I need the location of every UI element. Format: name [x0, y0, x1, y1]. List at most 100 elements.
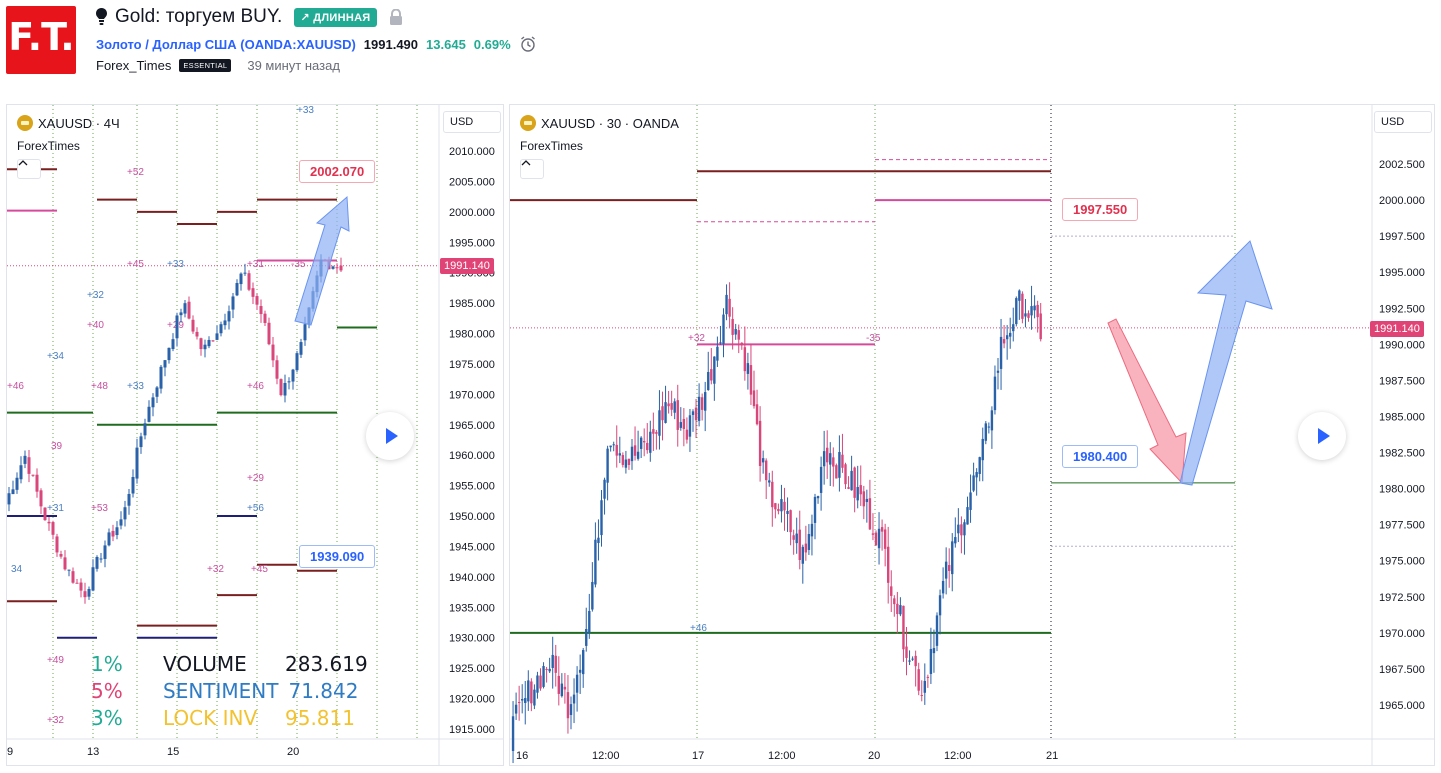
candle-body [155, 387, 159, 397]
right-collapse-button[interactable] [520, 159, 544, 179]
time-axis-label: 15 [167, 746, 179, 758]
time-axis-label: 21 [1046, 750, 1058, 762]
right-indicator-label[interactable]: ForexTimes [520, 139, 583, 153]
alarm-clock-icon[interactable] [519, 35, 537, 53]
candle-body [560, 683, 564, 697]
candle-body [813, 496, 817, 523]
price-axis-label: 1985.000 [1379, 411, 1425, 423]
right-play-button[interactable] [1298, 412, 1346, 460]
candle-body [231, 296, 235, 310]
candle-body [530, 681, 533, 704]
chevron-up-icon [18, 160, 28, 166]
candle-body [127, 493, 131, 506]
candle-body [646, 442, 649, 451]
gold-coin-icon [520, 115, 536, 131]
candle-body [865, 498, 869, 503]
candle-body [539, 675, 542, 689]
candle-body [195, 331, 199, 337]
level-tag: +31 [47, 503, 64, 514]
left-collapse-button[interactable] [17, 159, 41, 179]
candle-body [685, 429, 689, 440]
candle-body [542, 666, 545, 687]
candle-body [652, 429, 655, 434]
candle-body [862, 491, 865, 507]
forex-times-logo[interactable]: F.T. [6, 6, 76, 74]
candle-body [716, 346, 719, 361]
candle-body [151, 397, 155, 408]
candle-body [792, 535, 795, 540]
candle-body [578, 669, 582, 673]
target-arrow-up [1179, 240, 1273, 486]
left-chart-canvas[interactable]: 2010.0002005.0002000.0001995.0001990.000… [7, 105, 504, 766]
sentiment-value: 71.842 [288, 679, 359, 703]
sentiment-label: SENTIMENT [163, 679, 279, 703]
level-tag: +56 [247, 503, 264, 514]
candle-body [600, 500, 603, 536]
candle-body [203, 344, 207, 350]
candle-body [569, 704, 573, 715]
candle-body [755, 404, 759, 425]
right-symbol-label[interactable]: XAUUSD · 30 · OANDA [520, 115, 679, 131]
candle-body [832, 457, 835, 467]
candle-body [795, 533, 798, 544]
level-tag: +33 [297, 105, 314, 116]
left-currency-button[interactable]: USD [443, 111, 501, 133]
candle-body [737, 330, 740, 340]
price-axis-label: 1987.500 [1379, 375, 1425, 387]
candle-body [27, 457, 31, 474]
candle-body [990, 410, 994, 431]
candle-body [890, 586, 893, 596]
candle-body [215, 333, 219, 340]
candle-body [115, 527, 119, 536]
candle-body [914, 655, 917, 667]
candle-body [267, 322, 271, 345]
level-tag: +32 [47, 715, 64, 726]
candle-body [71, 571, 75, 583]
down-arrow [1107, 318, 1187, 485]
candle-body [819, 466, 823, 493]
symbol-ticker-link[interactable]: (OANDA:XAUUSD) [240, 36, 356, 52]
candle-body [103, 545, 107, 559]
candle-body [905, 646, 908, 658]
chevron-up-icon [521, 160, 531, 166]
candle-body [1030, 306, 1033, 316]
symbol-name-link[interactable]: Золото / Доллар США [96, 36, 237, 52]
candle-body [621, 455, 625, 465]
price-axis-label: 2000.000 [1379, 195, 1425, 207]
candle-body [35, 474, 39, 492]
candle-body [15, 477, 19, 490]
right-currency-button[interactable]: USD [1374, 111, 1432, 133]
price-axis-label: 1935.000 [449, 602, 495, 614]
candle-body [259, 306, 263, 315]
candle-body [829, 453, 832, 465]
candle-body [1024, 313, 1027, 317]
candle-body [566, 692, 570, 719]
candle-body [929, 648, 933, 674]
author-name[interactable]: Forex_Times [96, 58, 172, 73]
candle-body [804, 543, 808, 553]
candle-body [850, 470, 853, 491]
left-symbol-label[interactable]: XAUUSD · 4Ч [17, 115, 120, 131]
candle-body [159, 366, 163, 389]
price-axis-label: 1992.500 [1379, 303, 1425, 315]
level-tag: +48 [91, 381, 108, 392]
candle-body [899, 605, 902, 615]
right-chart-pane[interactable]: 2002.500 2000.000 1997.500 1995.000 1992.500… [509, 104, 1435, 766]
right-chart-canvas[interactable]: 2002.500 2000.000 1997.500 1995.000 1992.500… [510, 105, 1435, 766]
left-indicator-label[interactable]: ForexTimes [17, 139, 80, 153]
left-play-button[interactable] [366, 412, 414, 460]
left-chart-pane[interactable]: 2010.0002005.0002000.0001995.0001990.000… [6, 104, 504, 766]
candle-body [271, 344, 275, 361]
candle-body [1002, 339, 1006, 344]
candle-body [335, 267, 339, 269]
candle-body [303, 324, 307, 341]
candle-body [966, 507, 969, 525]
candle-body [99, 558, 103, 560]
candle-body [710, 369, 713, 381]
level-tag: +46 [7, 381, 24, 392]
candle-body [139, 436, 143, 448]
candle-body [55, 536, 59, 553]
price-axis-label: 1950.000 [449, 511, 495, 523]
target-arrow-up [294, 195, 350, 326]
candle-body [734, 329, 737, 335]
